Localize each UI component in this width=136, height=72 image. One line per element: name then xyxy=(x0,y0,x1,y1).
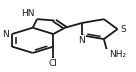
Text: N: N xyxy=(78,36,85,45)
Text: NH₂: NH₂ xyxy=(109,50,126,59)
Text: HN: HN xyxy=(21,9,34,18)
Text: S: S xyxy=(120,25,126,34)
Text: Cl: Cl xyxy=(49,58,58,68)
Text: N: N xyxy=(2,30,9,39)
